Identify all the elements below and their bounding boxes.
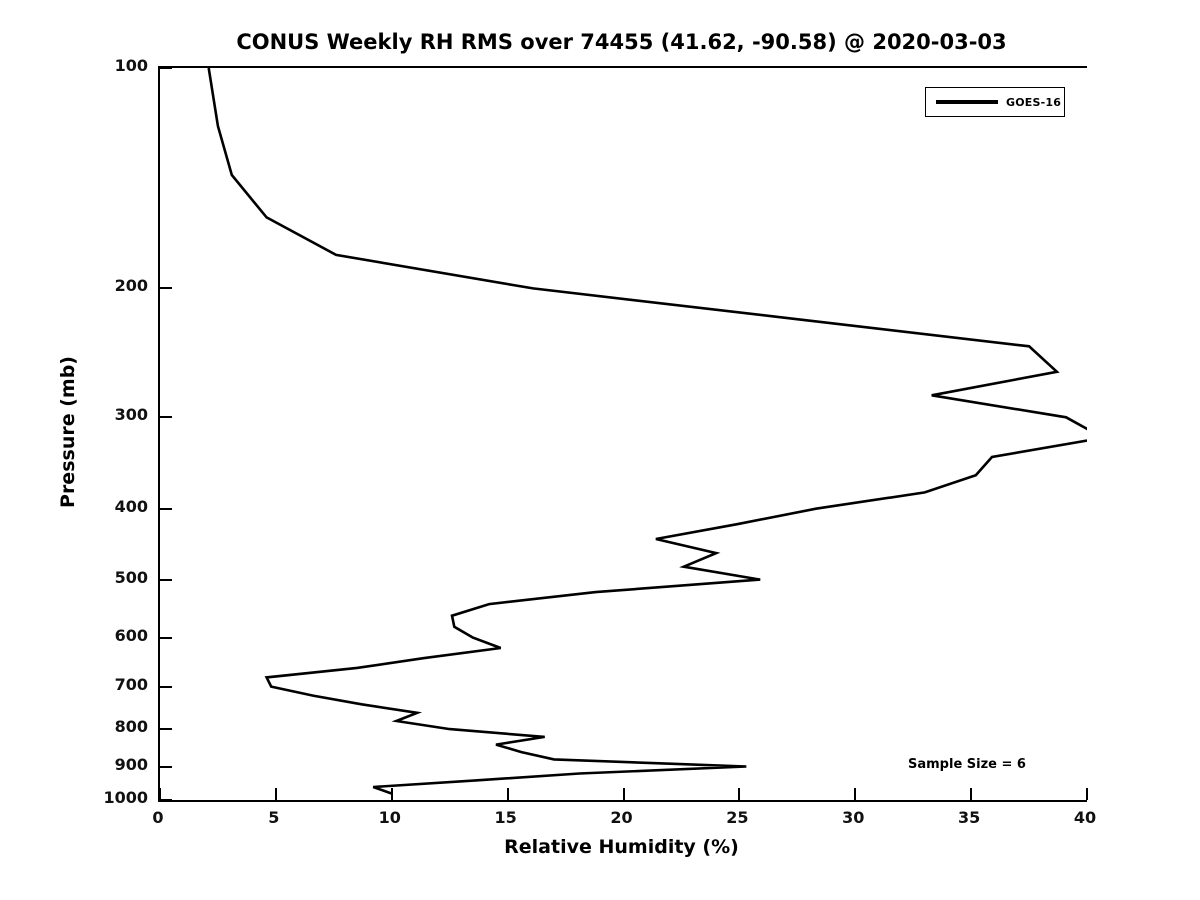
y-tick-mark bbox=[160, 287, 172, 290]
x-tick-mark bbox=[970, 788, 973, 800]
y-tick-mark bbox=[160, 507, 172, 510]
x-tick-label: 5 bbox=[268, 808, 280, 827]
x-tick-mark bbox=[159, 788, 161, 800]
y-tick-label: 800 bbox=[114, 717, 148, 737]
y-tick-label: 500 bbox=[114, 567, 148, 587]
x-tick-label: 20 bbox=[610, 808, 633, 827]
x-tick-mark bbox=[854, 788, 857, 800]
x-tick-label: 0 bbox=[152, 808, 164, 827]
y-tick-mark bbox=[160, 67, 172, 69]
x-tick-mark bbox=[1086, 788, 1088, 800]
y-tick-mark bbox=[160, 765, 172, 768]
y-tick-label: 600 bbox=[114, 625, 148, 645]
y-tick-label: 700 bbox=[114, 674, 148, 694]
x-tick-label: 25 bbox=[726, 808, 749, 827]
chart-title: CONUS Weekly RH RMS over 74455 (41.62, -… bbox=[236, 30, 1007, 54]
x-tick-mark bbox=[622, 788, 625, 800]
y-tick-label: 1000 bbox=[103, 788, 148, 807]
legend-label: GOES-16 bbox=[1006, 95, 1062, 109]
y-tick-label: 200 bbox=[114, 276, 148, 296]
y-axis-label: Pressure (mb) bbox=[57, 356, 79, 508]
rh-series-line bbox=[207, 68, 1087, 795]
y-tick-label: 400 bbox=[114, 496, 148, 516]
x-tick-label: 30 bbox=[842, 808, 865, 827]
y-tick-label: 100 bbox=[114, 56, 148, 75]
x-tick-label: 10 bbox=[378, 808, 401, 827]
y-tick-mark bbox=[160, 636, 172, 639]
legend-line-sample-icon bbox=[936, 100, 998, 104]
x-axis-label: Relative Humidity (%) bbox=[504, 836, 739, 858]
sample-size-annotation: Sample Size = 6 bbox=[908, 757, 1026, 772]
y-tick-mark bbox=[160, 728, 172, 731]
legend-box: GOES-16 bbox=[925, 87, 1065, 117]
plot-area bbox=[158, 66, 1088, 802]
x-tick-label: 35 bbox=[957, 808, 981, 827]
x-tick-mark bbox=[738, 788, 741, 800]
x-tick-label: 15 bbox=[494, 808, 517, 827]
y-tick-label: 300 bbox=[114, 405, 148, 425]
x-tick-label: 40 bbox=[1073, 808, 1097, 827]
x-tick-mark bbox=[274, 788, 277, 800]
x-tick-mark bbox=[506, 788, 509, 800]
y-tick-mark bbox=[160, 799, 172, 801]
y-tick-mark bbox=[160, 685, 172, 688]
x-tick-mark bbox=[390, 788, 393, 800]
y-tick-mark bbox=[160, 578, 172, 581]
y-tick-label: 900 bbox=[114, 754, 148, 774]
y-tick-mark bbox=[160, 416, 172, 419]
rh-profile-plot bbox=[207, 68, 1087, 795]
